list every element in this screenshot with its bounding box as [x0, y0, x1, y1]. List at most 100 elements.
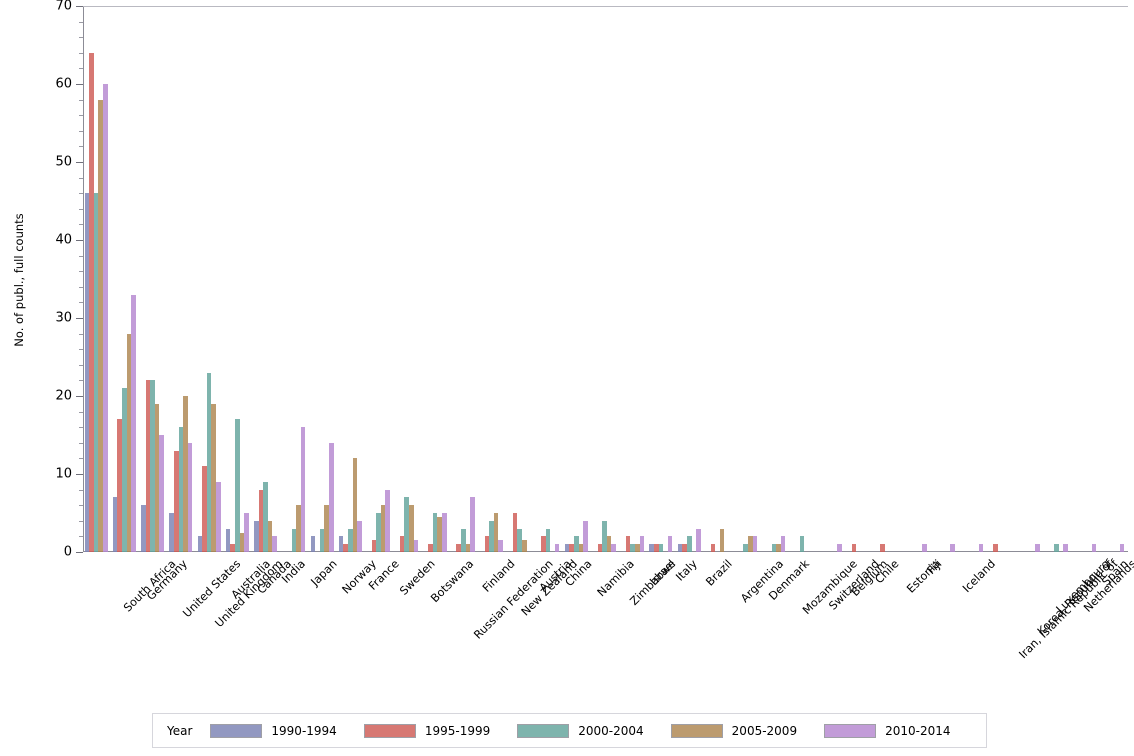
bar-series-container	[83, 6, 1128, 552]
bar	[404, 497, 410, 552]
bar	[569, 544, 574, 552]
y-tick-minor	[79, 193, 83, 195]
bar	[319, 528, 325, 552]
bar	[696, 528, 701, 552]
legend-entry[interactable]: 1990-1994	[210, 723, 337, 738]
bar-group	[791, 6, 814, 552]
bar-group	[84, 6, 108, 552]
bar	[776, 544, 781, 552]
bar	[235, 419, 240, 552]
bar	[202, 466, 207, 552]
bar	[837, 544, 842, 552]
y-tick-minor	[79, 255, 83, 257]
bar	[244, 513, 249, 552]
bar	[564, 544, 570, 552]
bar	[541, 536, 546, 552]
y-tick-label: 60	[55, 76, 72, 92]
y-tick-minor	[79, 442, 83, 444]
bar	[178, 427, 184, 552]
x-axis-label: Namibia	[595, 557, 638, 600]
y-tick-minor	[79, 520, 83, 522]
bar	[376, 513, 381, 552]
y-tick-minor	[79, 286, 83, 288]
bar	[328, 442, 334, 552]
bar	[187, 442, 193, 552]
bar	[159, 435, 165, 552]
bar-group	[225, 6, 249, 552]
bar	[667, 536, 673, 552]
bar	[409, 505, 414, 552]
y-tick-label: 70	[55, 0, 72, 14]
legend-swatch	[363, 723, 416, 738]
bar	[950, 544, 955, 552]
bar	[300, 427, 306, 552]
bar	[324, 505, 329, 552]
bar	[291, 528, 297, 552]
bar-group	[621, 6, 645, 552]
bar	[583, 520, 588, 552]
bar	[554, 544, 560, 552]
bar-group	[706, 6, 729, 552]
bar	[126, 333, 132, 552]
bar	[484, 536, 490, 552]
bar	[380, 505, 386, 552]
bar	[493, 513, 499, 552]
y-tick-minor	[79, 349, 83, 351]
bar	[465, 544, 471, 552]
y-tick-major	[76, 6, 83, 7]
bar	[922, 544, 927, 552]
bar	[122, 388, 127, 552]
y-tick-minor	[79, 489, 83, 491]
bar	[460, 528, 466, 552]
bar	[239, 532, 245, 552]
bar-group	[847, 6, 870, 552]
y-tick-major	[76, 84, 83, 85]
bar-group	[904, 6, 927, 552]
legend-entry[interactable]: 2010-2014	[824, 723, 951, 738]
bar	[630, 544, 636, 552]
bar	[780, 536, 786, 552]
legend-label: 1995-1999	[424, 723, 491, 738]
bar-group	[988, 6, 1011, 552]
bar	[197, 536, 203, 552]
bar	[1054, 544, 1059, 552]
x-axis-label: Italy	[673, 557, 700, 584]
legend-swatch	[670, 723, 723, 738]
y-tick-minor	[79, 536, 83, 538]
bar	[399, 536, 405, 552]
bar	[1035, 544, 1040, 552]
bar	[654, 544, 659, 552]
bar	[371, 540, 377, 552]
legend-entry[interactable]: 1995-1999	[363, 723, 491, 738]
bar	[338, 536, 344, 552]
y-tick-major	[76, 240, 83, 241]
y-tick-minor	[79, 208, 83, 210]
x-axis-labels: South Africa Germany United States United K…	[83, 552, 1134, 702]
bar-group	[367, 6, 391, 552]
bar-group	[254, 6, 278, 552]
y-tick-minor	[79, 52, 83, 54]
y-tick-minor	[79, 130, 83, 132]
bar	[103, 84, 108, 552]
bar	[169, 513, 174, 552]
y-tick-minor	[79, 115, 83, 117]
bar	[154, 403, 160, 552]
bar	[719, 528, 725, 552]
bar	[112, 497, 118, 552]
bar-group	[734, 6, 758, 552]
bar	[215, 481, 221, 552]
bar-group	[395, 6, 419, 552]
bar	[150, 380, 155, 552]
bar	[992, 544, 998, 552]
legend-entry[interactable]: 2000-2004	[517, 723, 644, 738]
bar-group	[593, 6, 616, 552]
bar	[1091, 544, 1097, 552]
bar	[522, 540, 527, 552]
legend-entry[interactable]: 2005-2009	[670, 723, 797, 738]
bar-group	[310, 6, 334, 552]
y-tick-minor	[79, 177, 83, 179]
y-tick-minor	[79, 37, 83, 39]
bar	[639, 536, 645, 552]
legend-swatch	[517, 723, 570, 738]
bar	[428, 544, 433, 552]
